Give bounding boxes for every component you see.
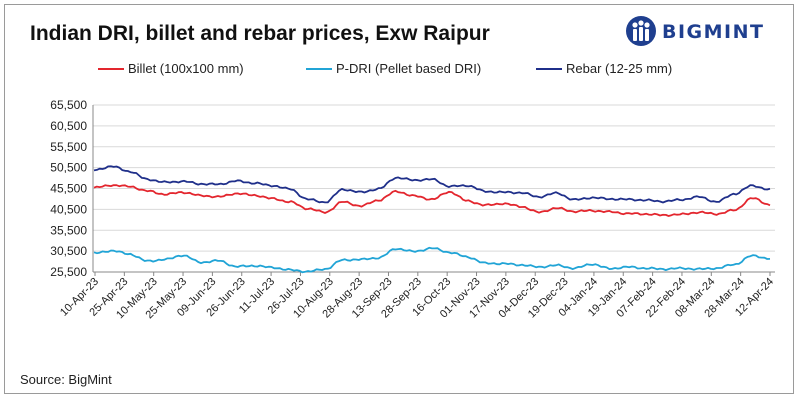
bigmint-logo-icon [626, 16, 656, 46]
brand-name: BIGMINT [662, 21, 765, 43]
series-line-rebar [93, 165, 771, 204]
y-tick-label: 25,500 [50, 265, 87, 279]
legend-item-rebar: Rebar (12-25 mm) [536, 61, 672, 76]
chart-frame [4, 4, 794, 394]
legend-swatch-billet [98, 67, 124, 70]
y-tick-label: 40,500 [50, 202, 87, 216]
source-note: Source: BigMint [20, 372, 112, 387]
legend-swatch-rebar [536, 67, 562, 70]
legend-label-pdri: P-DRI (Pellet based DRI) [336, 61, 482, 76]
legend-swatch-pdri [306, 67, 332, 70]
y-tick-label: 60,500 [50, 119, 87, 133]
y-tick-label: 35,500 [50, 223, 87, 237]
chart-title: Indian DRI, billet and rebar prices, Exw… [30, 22, 490, 45]
chart-legend: Billet (100x100 mm) P-DRI (Pellet based … [0, 61, 800, 79]
y-tick-label: 65,500 [50, 98, 87, 112]
legend-item-pdri: P-DRI (Pellet based DRI) [306, 61, 481, 76]
legend-item-billet: Billet (100x100 mm) [98, 61, 244, 76]
series-line-billet [93, 184, 771, 217]
legend-label-rebar: Rebar (12-25 mm) [566, 61, 673, 76]
y-tick-label: 30,500 [50, 244, 87, 258]
y-tick-label: 45,500 [50, 182, 87, 196]
legend-label-billet: Billet (100x100 mm) [128, 61, 244, 76]
y-tick-label: 50,500 [50, 161, 87, 175]
series-line-pdri [93, 246, 771, 274]
y-tick-label: 55,500 [50, 140, 87, 154]
brand-logo: BIGMINT [624, 14, 784, 48]
